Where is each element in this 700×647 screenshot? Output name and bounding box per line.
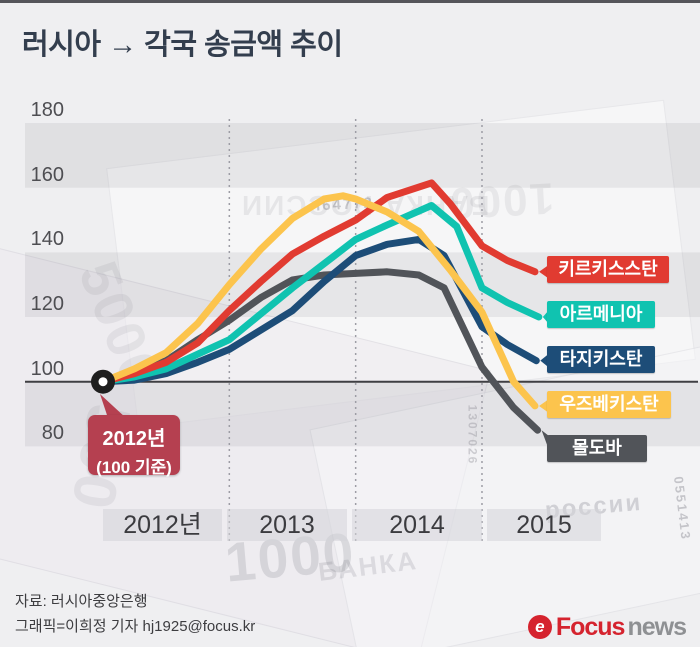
credit-text: 그래픽=이희정 기자 hj1925@focus.kr	[15, 618, 256, 635]
baseline-annotation: 2012년 (100 기준)	[88, 415, 180, 477]
page-title: 러시아 → 각국 송금액 추이	[22, 29, 343, 61]
source-text: 자료: 러시아중앙은행	[15, 593, 148, 610]
logo-text-news: news	[627, 612, 687, 641]
banknote-watermark: 1307026	[465, 404, 480, 466]
y-tick-100: 100	[30, 358, 64, 380]
focusnews-logo: e Focus news	[527, 612, 687, 641]
footer: 자료: 러시아중앙은행 그래픽=이희정 기자 hj1925@focus.kr	[15, 589, 255, 639]
y-tick-180: 180	[30, 99, 64, 121]
banknote-watermark: 1000	[446, 173, 556, 228]
legend-badge-tajikistan: 타지키스탄	[547, 346, 655, 373]
y-tick-120: 120	[30, 293, 64, 315]
y-tick-140: 140	[30, 228, 64, 250]
legend-badge-armenia: 아르메니아	[547, 301, 655, 328]
annotation-note: (100 기준)	[96, 458, 172, 477]
x-tick-2012: 2012년	[103, 509, 222, 541]
banknote-watermark: i64772	[315, 194, 375, 215]
x-tick-2015: 2015	[487, 509, 601, 541]
logo-text-focus: Focus	[555, 612, 626, 641]
x-tick-2014: 2014	[352, 509, 482, 541]
legend-badge-kyrgyzstan: 키르키스스탄	[547, 256, 669, 283]
y-tick-80: 80	[41, 422, 64, 444]
legend-badge-moldova: 몰도바	[547, 435, 647, 462]
annotation-year: 2012년	[102, 428, 166, 450]
legend-badge-uzbekistan: 우즈베키스탄	[547, 391, 671, 418]
x-tick-2013: 2013	[227, 509, 347, 541]
focusnews-logo-icon: e	[527, 615, 552, 639]
y-tick-160: 160	[30, 164, 64, 186]
